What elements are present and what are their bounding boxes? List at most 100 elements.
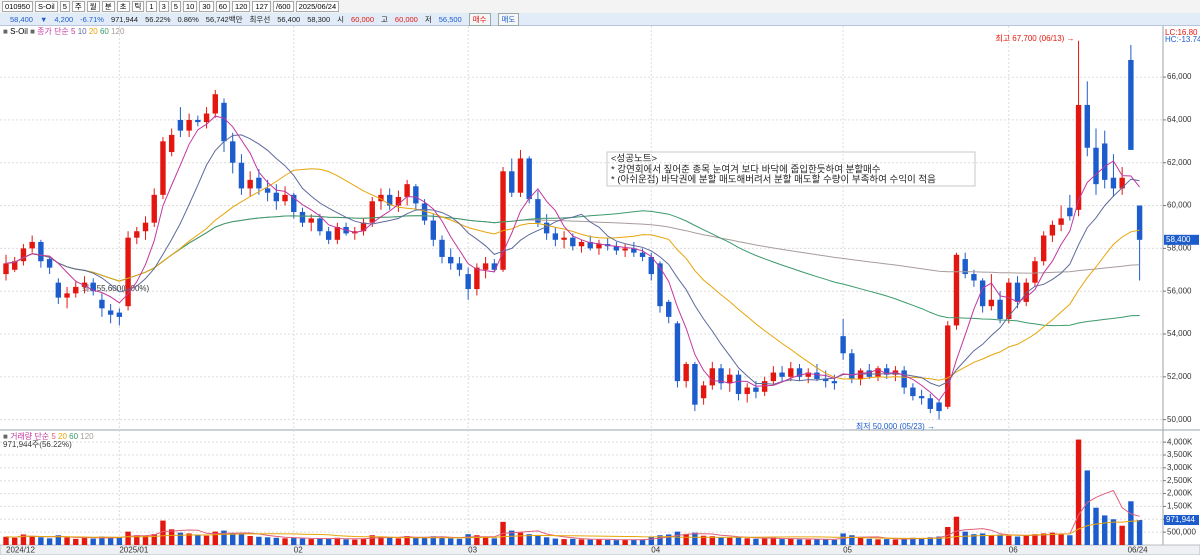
volume-bar	[927, 537, 934, 545]
toolbar-item[interactable]: 분	[101, 1, 115, 12]
volume-bar	[177, 532, 184, 545]
candle-body	[12, 261, 18, 270]
volume-bar	[230, 532, 236, 545]
toolbar-item[interactable]: 010950	[2, 1, 34, 12]
moving-average	[5, 168, 1140, 381]
candle-body	[735, 374, 742, 394]
volume-bar	[552, 538, 559, 545]
candle-body	[256, 177, 262, 189]
candle-body	[543, 222, 550, 234]
volume-bar	[979, 533, 986, 545]
volume-bar	[1110, 519, 1117, 545]
volume-bar	[1128, 501, 1134, 545]
legend-ma: 20	[56, 432, 68, 441]
candle-body	[38, 241, 44, 262]
volume-bar	[997, 534, 1003, 545]
candle-body	[988, 299, 995, 307]
volume-bar	[543, 537, 550, 545]
candle-body	[369, 201, 375, 223]
legend-ma: 120	[109, 27, 125, 36]
toolbar-item[interactable]: 1	[146, 1, 157, 12]
volume-bar	[770, 537, 777, 545]
volume-bar	[273, 537, 280, 545]
volume-bar	[648, 536, 654, 545]
quote-item: 저	[424, 14, 432, 24]
candle-body	[683, 363, 689, 382]
legend-icon: ■	[28, 27, 37, 36]
y-tick-label: 2,500K	[1167, 476, 1193, 485]
volume-bar	[343, 539, 349, 545]
candle-body	[1040, 235, 1047, 262]
volume-bar	[430, 536, 436, 545]
toolbar-item[interactable]: S-Oil	[35, 1, 58, 12]
candle-body	[413, 186, 419, 204]
toolbar-item[interactable]: 주	[71, 1, 85, 12]
order-button[interactable]: 매수	[468, 12, 491, 26]
volume-bar	[29, 536, 35, 545]
volume-bar	[796, 539, 803, 545]
corner-label: LC:16.80	[1165, 28, 1198, 37]
note-line: * 강연회에서 짚어준 종목 눈여겨 보다 바닥에 줍입한듯하여 분할매수	[611, 164, 881, 176]
toolbar-item[interactable]: 초	[116, 1, 130, 12]
toolbar: 010950 S-Oil 5 주 월 분 초 틱 1 3 5 10 30 60 120 127/600 2025…	[0, 0, 1200, 13]
note-line: * (아쉬운점) 바닥권에 분할 매도해버려서 분할 매도할 수량이 부족하여 …	[611, 174, 936, 186]
volume-bar	[125, 531, 131, 545]
candle-body	[203, 113, 210, 123]
volume-bar	[160, 520, 166, 545]
candle-body	[788, 368, 794, 377]
candle-body	[997, 299, 1003, 320]
quote-item: 60,000	[394, 14, 418, 24]
volume-bar	[727, 537, 733, 545]
toolbar-item[interactable]: 127	[252, 1, 271, 12]
candle-body	[552, 233, 559, 240]
toolbar-item[interactable]: 틱	[131, 1, 145, 12]
volume-bar	[46, 538, 53, 545]
moving-average	[5, 115, 1140, 402]
quote-item: 60,000	[351, 14, 374, 24]
y-tick-label: 60,000	[1167, 201, 1192, 210]
toolbar-item[interactable]: 30	[199, 1, 214, 12]
candle-body	[648, 256, 654, 275]
candle-body	[805, 372, 811, 377]
toolbar-item[interactable]: 월	[86, 1, 100, 12]
toolbar-item[interactable]: 10	[182, 1, 198, 12]
candle-body	[177, 119, 184, 131]
quote-item: 971,944	[110, 14, 139, 24]
candle-body	[308, 218, 314, 223]
candle-body	[1084, 104, 1090, 148]
volume-bar	[1075, 439, 1082, 545]
toolbar-item[interactable]: 120	[231, 1, 251, 12]
volume-bar	[666, 534, 672, 545]
volume-bar	[753, 538, 759, 545]
toolbar-item[interactable]: 2025/06/24	[295, 1, 340, 12]
candle-body	[107, 310, 114, 315]
candle-body	[230, 141, 236, 163]
candle-body	[1075, 104, 1082, 210]
toolbar-item[interactable]: 5	[59, 1, 70, 12]
candle-body	[570, 237, 576, 247]
candle-body	[622, 248, 628, 251]
candle-body	[1049, 224, 1056, 236]
volume-bar	[168, 529, 175, 545]
toolbar-item[interactable]: /600	[272, 1, 294, 12]
volume-bar	[535, 535, 541, 545]
toolbar-item[interactable]: 3	[158, 1, 169, 12]
last-price-label: 58,400	[1166, 235, 1191, 244]
toolbar-item[interactable]: 60	[215, 1, 230, 12]
volume-bar	[264, 537, 271, 545]
candle-body	[849, 353, 855, 379]
volume-bar	[1058, 534, 1064, 545]
toolbar-item[interactable]: 5	[170, 1, 181, 12]
candle-body	[1102, 143, 1108, 180]
candle-body	[744, 387, 750, 394]
volume-bar	[570, 538, 576, 545]
y-tick-label: 56,000	[1167, 286, 1192, 295]
legend-icon: ■	[3, 432, 10, 441]
volume-bar	[700, 535, 707, 545]
order-button[interactable]: 매도	[497, 12, 520, 26]
high-annotation: 최고 67,700 (06/13) →	[995, 33, 1074, 43]
legend-ma: 60	[98, 27, 110, 36]
quote-item: 4,200	[54, 14, 74, 24]
candle-body	[1093, 147, 1099, 185]
